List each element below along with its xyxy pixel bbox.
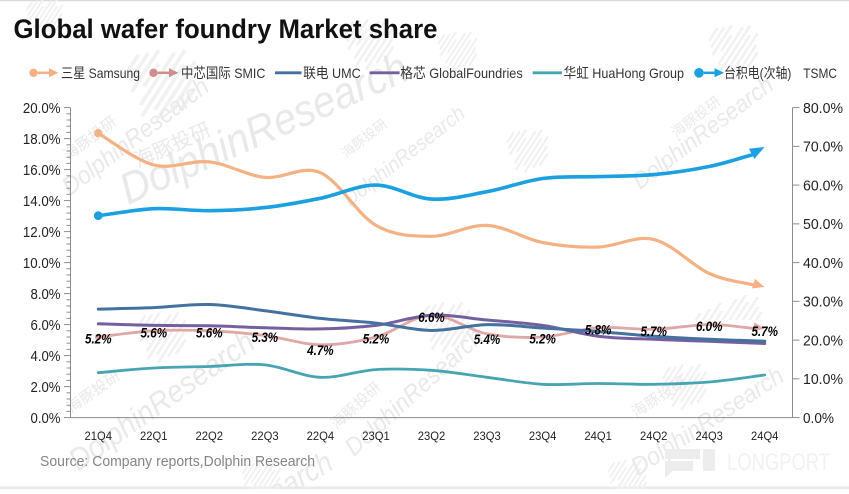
svg-text:华虹 HuaHong Group: 华虹 HuaHong Group bbox=[564, 65, 685, 81]
svg-text:50.0%: 50.0% bbox=[803, 217, 843, 233]
svg-text:5.7%: 5.7% bbox=[640, 323, 667, 339]
svg-text:LONGPORT: LONGPORT bbox=[727, 449, 830, 476]
svg-text:8.0%: 8.0% bbox=[31, 287, 61, 303]
svg-text:18.0%: 18.0% bbox=[23, 132, 61, 148]
svg-text:22Q2: 22Q2 bbox=[196, 429, 224, 443]
svg-text:5.2%: 5.2% bbox=[85, 331, 112, 347]
svg-text:80.0%: 80.0% bbox=[803, 101, 843, 117]
svg-text:5.6%: 5.6% bbox=[196, 324, 223, 340]
svg-text:24Q4: 24Q4 bbox=[751, 429, 779, 443]
svg-text:5.2%: 5.2% bbox=[529, 331, 556, 347]
svg-text:23Q1: 23Q1 bbox=[362, 429, 390, 443]
svg-text:台积电(次轴) TSMC: 台积电(次轴) TSMC bbox=[724, 65, 837, 81]
svg-text:16.0%: 16.0% bbox=[23, 163, 61, 179]
svg-text:4.7%: 4.7% bbox=[306, 342, 334, 358]
svg-text:22Q4: 22Q4 bbox=[307, 429, 335, 443]
svg-text:70.0%: 70.0% bbox=[803, 140, 843, 156]
svg-text:6.0%: 6.0% bbox=[31, 318, 61, 334]
svg-text:24Q2: 24Q2 bbox=[640, 429, 668, 443]
svg-text:22Q1: 22Q1 bbox=[140, 429, 168, 443]
svg-text:12.0%: 12.0% bbox=[23, 225, 61, 241]
svg-text:0.0%: 0.0% bbox=[31, 411, 61, 427]
svg-text:40.0%: 40.0% bbox=[803, 256, 843, 272]
svg-text:5.7%: 5.7% bbox=[751, 323, 778, 339]
svg-text:60.0%: 60.0% bbox=[803, 178, 843, 194]
svg-text:6.0%: 6.0% bbox=[696, 318, 723, 334]
svg-text:24Q1: 24Q1 bbox=[584, 429, 612, 443]
svg-text:Source: Company reports,Dolphi: Source: Company reports,Dolphin Research bbox=[40, 454, 315, 470]
svg-text:5.4%: 5.4% bbox=[474, 331, 501, 347]
svg-text:23Q3: 23Q3 bbox=[473, 429, 501, 443]
svg-text:20.0%: 20.0% bbox=[803, 333, 843, 349]
svg-text:10.0%: 10.0% bbox=[803, 372, 843, 388]
svg-text:23Q2: 23Q2 bbox=[418, 429, 446, 443]
svg-text:0.0%: 0.0% bbox=[803, 411, 834, 427]
svg-text:5.6%: 5.6% bbox=[141, 324, 168, 340]
svg-text:21Q4: 21Q4 bbox=[85, 429, 113, 443]
svg-text:格芯 GlobalFoundries: 格芯 GlobalFoundries bbox=[400, 65, 523, 81]
svg-text:Global wafer foundry Market sh: Global wafer foundry Market share bbox=[14, 14, 438, 44]
svg-text:5.2%: 5.2% bbox=[363, 331, 390, 347]
svg-text:5.3%: 5.3% bbox=[252, 329, 279, 345]
svg-text:22Q3: 22Q3 bbox=[251, 429, 279, 443]
svg-text:4.0%: 4.0% bbox=[31, 349, 61, 365]
svg-text:2.0%: 2.0% bbox=[31, 380, 61, 396]
svg-text:三星 Samsung: 三星 Samsung bbox=[61, 65, 140, 81]
svg-text:5.8%: 5.8% bbox=[585, 321, 612, 337]
svg-text:30.0%: 30.0% bbox=[803, 295, 843, 311]
svg-text:6.6%: 6.6% bbox=[418, 309, 445, 325]
svg-text:14.0%: 14.0% bbox=[23, 194, 61, 210]
svg-text:24Q3: 24Q3 bbox=[695, 429, 723, 443]
svg-text:23Q4: 23Q4 bbox=[529, 429, 557, 443]
svg-text:联电 UMC: 联电 UMC bbox=[303, 65, 360, 81]
svg-text:20.0%: 20.0% bbox=[23, 101, 61, 117]
svg-text:10.0%: 10.0% bbox=[23, 256, 61, 272]
svg-text:中芯国际 SMIC: 中芯国际 SMIC bbox=[181, 65, 265, 81]
